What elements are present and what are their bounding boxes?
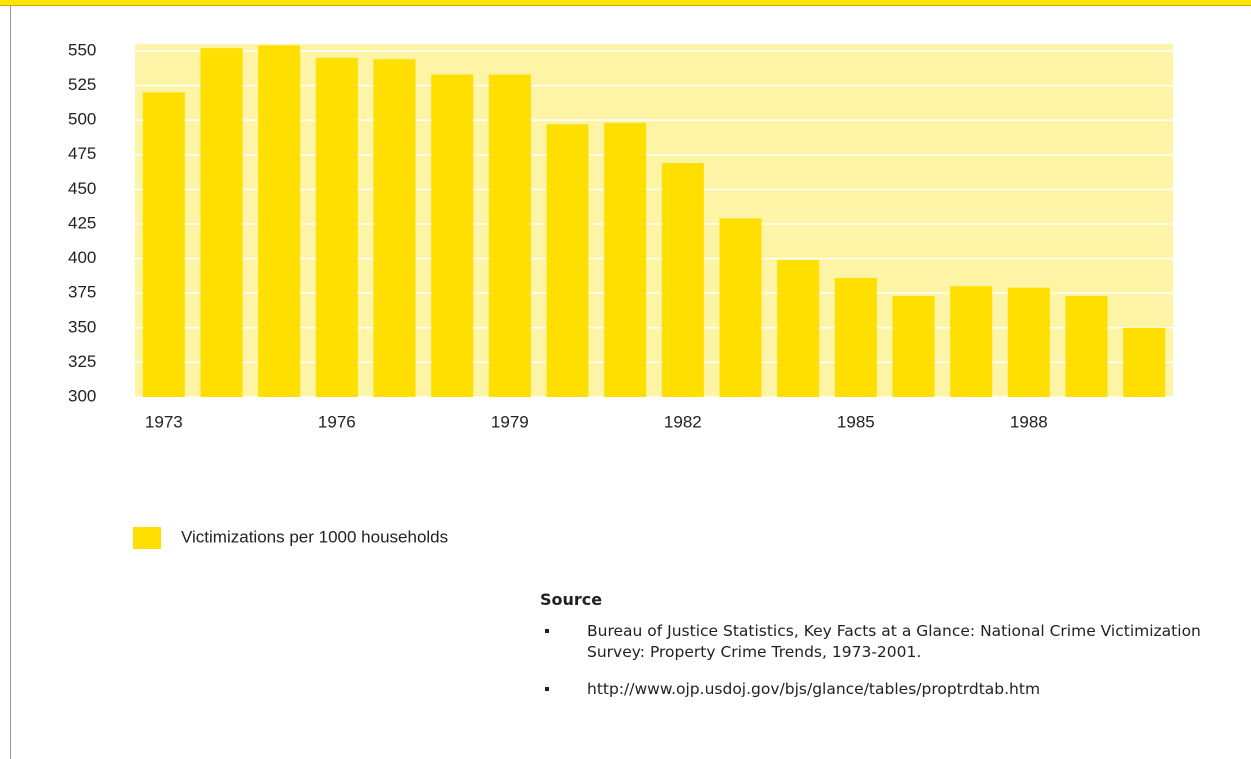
bar: [604, 122, 647, 397]
y-tick-label: 475: [68, 144, 96, 163]
x-tick-label: 1976: [318, 412, 356, 431]
legend-label: Victimizations per 1000 households: [181, 527, 448, 546]
source-heading: Source: [540, 590, 603, 609]
plot-background: [135, 44, 1173, 397]
left-border: [10, 6, 11, 759]
x-tick-label: 1982: [664, 412, 702, 431]
y-tick-label: 375: [68, 283, 96, 302]
y-tick-label: 350: [68, 317, 96, 336]
bar: [1123, 327, 1166, 397]
y-tick-label: 500: [68, 110, 96, 129]
bar: [777, 259, 820, 397]
bar: [834, 277, 877, 397]
x-tick-label: 1973: [145, 412, 183, 431]
bar: [431, 74, 474, 398]
source-item: http://www.ojp.usdoj.gov/bjs/glance/tabl…: [540, 679, 1237, 700]
bar: [142, 92, 185, 397]
bar: [950, 286, 993, 397]
bar: [200, 48, 243, 397]
y-tick-label: 525: [68, 75, 96, 94]
y-tick-label: 300: [68, 386, 96, 405]
y-tick-label: 450: [68, 179, 96, 198]
bar: [1065, 295, 1108, 397]
bar: [546, 124, 589, 398]
x-tick-label: 1985: [837, 412, 875, 431]
source-item: Bureau of Justice Statistics, Key Facts …: [540, 621, 1237, 663]
source: Source Bureau of Justice Statistics, Key…: [540, 590, 1240, 716]
legend-swatch: [133, 527, 161, 549]
y-tick-label: 425: [68, 213, 96, 232]
bar: [892, 295, 935, 397]
x-tick-label: 1988: [1010, 412, 1048, 431]
y-tick-label: 400: [68, 248, 96, 267]
x-tick-label: 1979: [491, 412, 529, 431]
y-tick-label: 325: [68, 352, 96, 371]
bar: [373, 59, 416, 398]
bar: [661, 163, 704, 397]
bar: [258, 45, 301, 398]
bar: [1007, 287, 1050, 397]
bar: [719, 218, 762, 397]
y-tick-label: 550: [68, 40, 96, 59]
bar: [315, 57, 358, 397]
top-bar: [0, 0, 1251, 6]
source-list: Bureau of Justice Statistics, Key Facts …: [540, 621, 1240, 700]
bar: [488, 74, 531, 398]
